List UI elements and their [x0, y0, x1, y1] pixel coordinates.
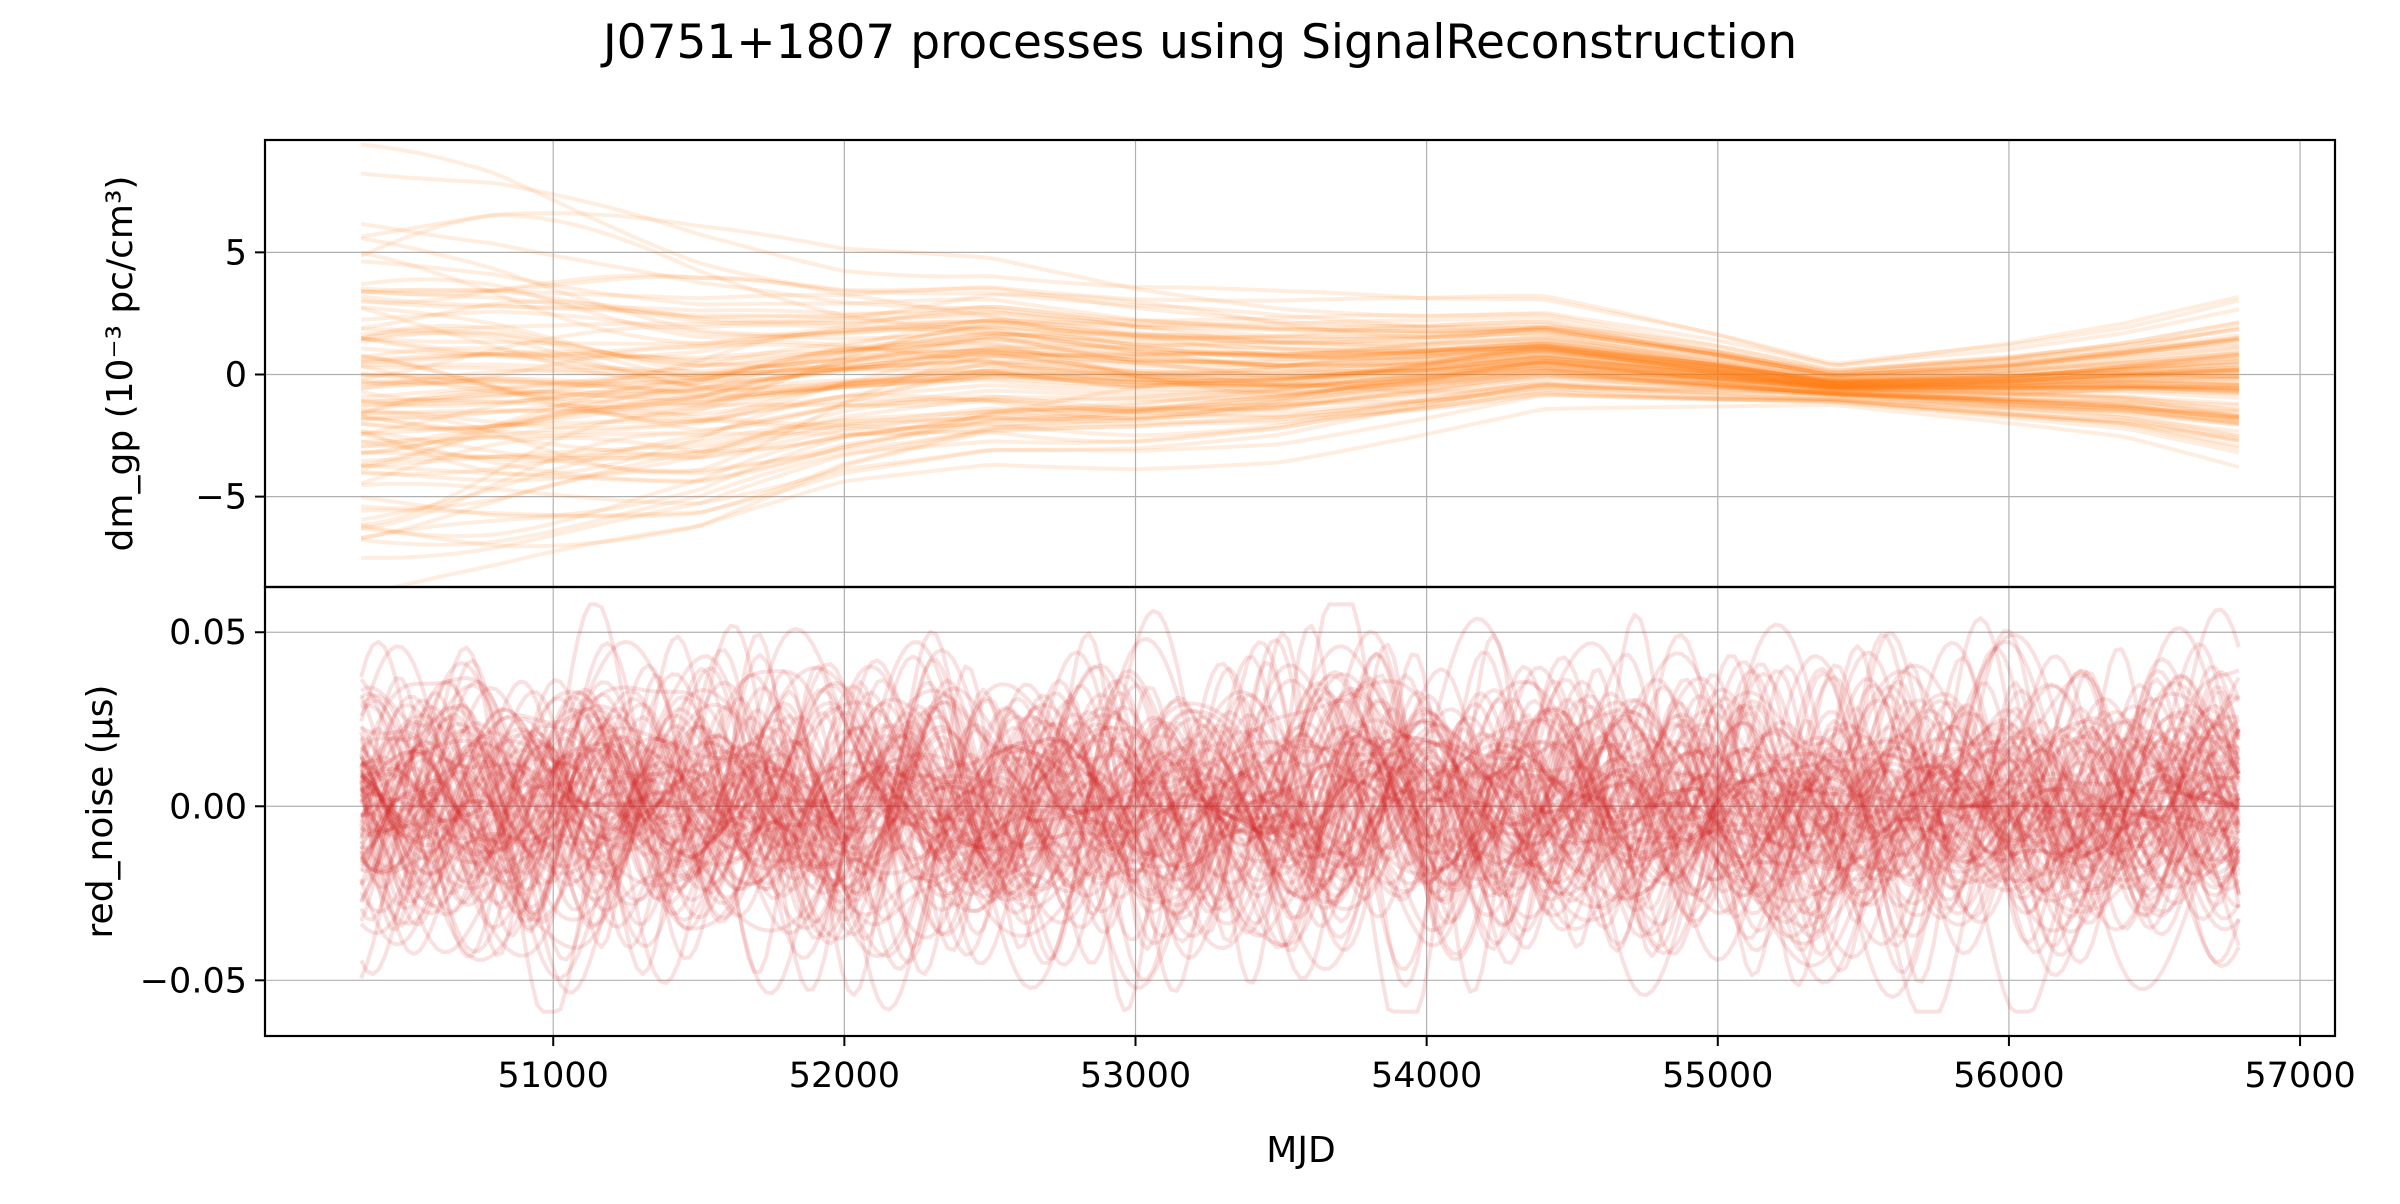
dm-gp-panel: 5 0 −5 dm_gp (10⁻³ pc/cm³)	[100, 140, 2335, 595]
x-tick-label: 54000	[1371, 1056, 1482, 1096]
x-tick-labels: 51000 52000 53000 54000 55000 56000 57000	[498, 1036, 2356, 1096]
x-tick-label: 56000	[1953, 1056, 2064, 1096]
x-tick-label: 57000	[2244, 1056, 2355, 1096]
chart-title: J0751+1807 processes using SignalReconst…	[600, 15, 1797, 70]
y-tick-label: 0	[225, 355, 247, 395]
y-tick-label: −5	[195, 478, 247, 518]
x-tick-label: 52000	[789, 1056, 900, 1096]
y-axis-label: dm_gp (10⁻³ pc/cm³)	[100, 176, 141, 552]
x-tick-label: 53000	[1080, 1056, 1191, 1096]
realization-lines	[361, 145, 2239, 595]
y-tick-label: −0.05	[140, 961, 247, 1001]
x-tick-label: 55000	[1662, 1056, 1773, 1096]
red-noise-panel: 0.05 0.00 −0.05 red_noise (μs)	[80, 587, 2335, 1036]
y-axis-label: red_noise (μs)	[80, 685, 121, 939]
x-axis-label: MJD	[1266, 1130, 1335, 1171]
realization-lines	[361, 604, 2239, 1011]
y-tick-label: 0.05	[169, 613, 247, 653]
y-tick-label: 5	[225, 233, 247, 273]
y-tick-label: 0.00	[169, 787, 247, 827]
x-tick-label: 51000	[498, 1056, 609, 1096]
